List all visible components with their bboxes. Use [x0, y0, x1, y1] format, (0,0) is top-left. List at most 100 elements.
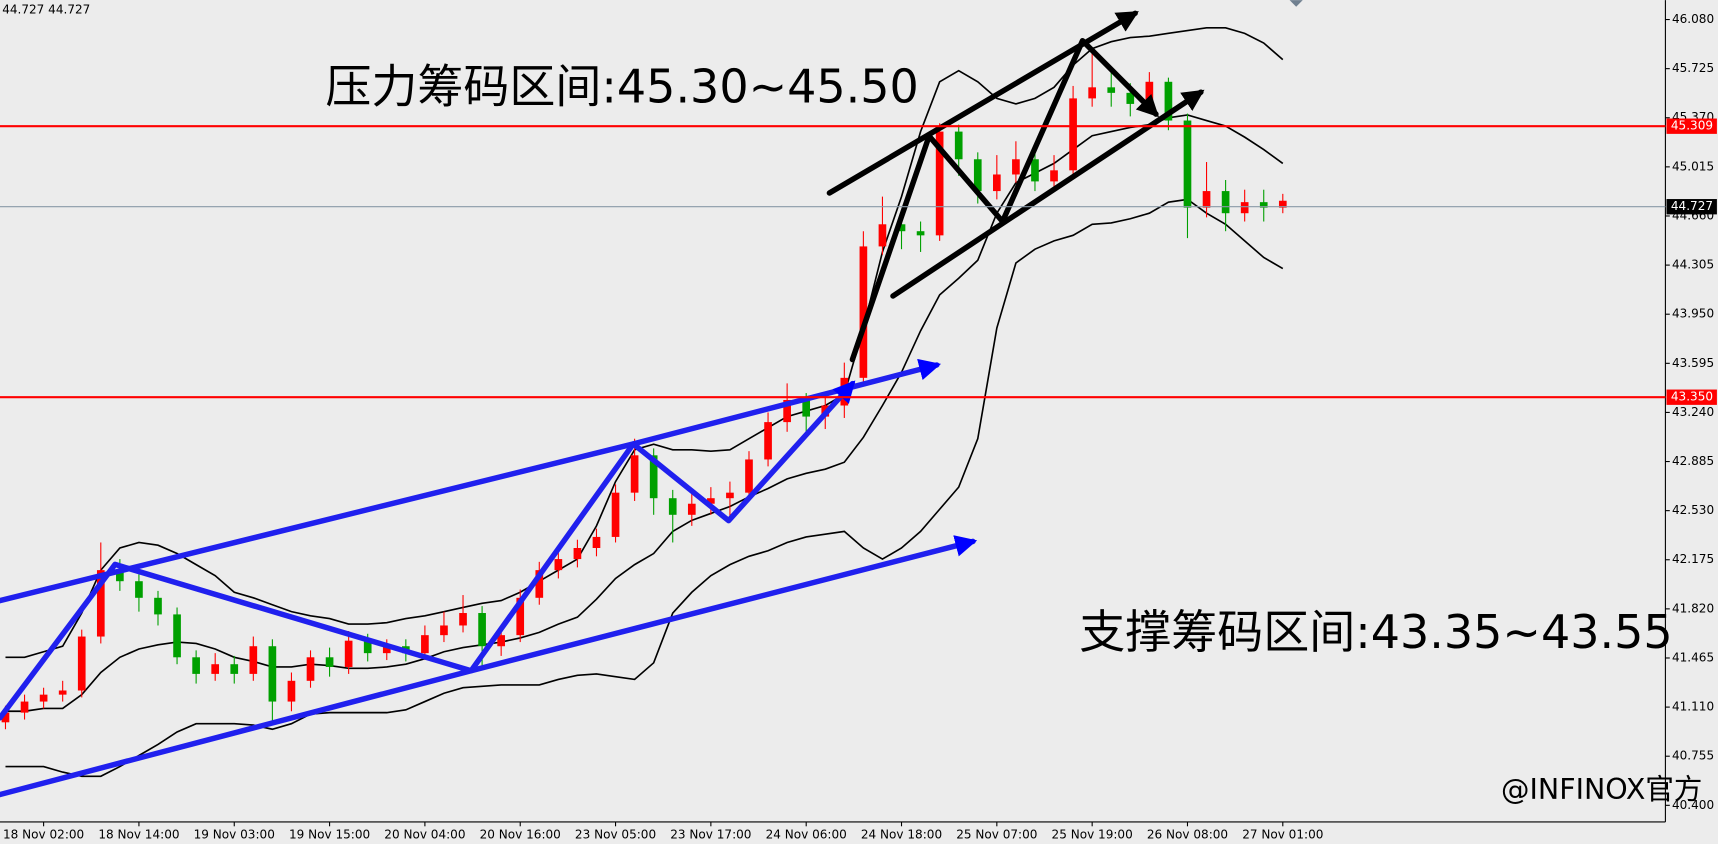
candle-body	[421, 635, 429, 654]
plot	[1, 27, 1287, 778]
candle-body	[116, 570, 124, 582]
candle-body	[859, 246, 868, 378]
candle-body	[1088, 87, 1096, 99]
y-tick-label: 46.080	[1672, 12, 1714, 26]
candle-body	[306, 657, 315, 681]
candle-body	[1107, 87, 1116, 93]
candle-body	[1, 712, 10, 723]
candle-body	[249, 646, 258, 674]
price-tag	[1666, 199, 1717, 215]
x-tick-label: 24 Nov 06:00	[766, 828, 847, 842]
candle-body	[878, 224, 887, 247]
candle-body	[1069, 98, 1077, 171]
candle-body	[1259, 202, 1268, 208]
x-tick-label: 24 Nov 18:00	[861, 828, 942, 842]
candle-body	[554, 559, 563, 571]
candle-body	[1031, 159, 1039, 182]
price-tag-label: 45.309	[1671, 119, 1713, 133]
x-tick-label: 19 Nov 15:00	[289, 828, 370, 842]
candle-body	[516, 597, 525, 636]
candle-body	[1145, 81, 1154, 104]
price-tag-label: 44.727	[1671, 199, 1713, 213]
candle-body	[1240, 202, 1249, 214]
candle-body	[459, 613, 467, 626]
candle-body	[363, 640, 372, 654]
y-tick-label: 40.755	[1672, 749, 1714, 763]
annotation: 压力筹码区间:45.30~45.50	[325, 60, 918, 114]
annotation: 支撑筹码区间:43.35~43.55	[1079, 605, 1672, 659]
y-tick-label: 45.015	[1672, 159, 1714, 173]
candle-body	[58, 690, 67, 695]
y-tick-label: 44.305	[1672, 258, 1714, 272]
x-tick-label: 18 Nov 02:00	[3, 828, 84, 842]
candle-body	[535, 570, 544, 598]
candle-body	[1221, 191, 1230, 214]
y-tick-label: 40.400	[1672, 798, 1714, 812]
y-tick-label: 41.820	[1672, 601, 1714, 615]
y-tick-label: 43.240	[1672, 405, 1714, 419]
candle-body	[611, 492, 620, 537]
x-tick-label: 27 Nov 01:00	[1242, 828, 1323, 842]
candle-body	[96, 570, 105, 637]
candle-body	[211, 664, 220, 674]
candle-body	[916, 231, 925, 236]
candle-body	[783, 399, 791, 423]
candle-body	[668, 498, 677, 515]
x-tick-label: 19 Nov 03:00	[194, 828, 275, 842]
x-tick-label: 23 Nov 05:00	[575, 828, 656, 842]
x-tick-label: 25 Nov 19:00	[1052, 828, 1133, 842]
x-tick-label: 26 Nov 08:00	[1147, 828, 1228, 842]
x-tick-label: 25 Nov 07:00	[956, 828, 1037, 842]
y-tick-label: 42.885	[1672, 454, 1714, 468]
candle-body	[935, 131, 944, 236]
candle-body	[1050, 170, 1058, 182]
candle-body	[1126, 92, 1135, 104]
candle-body	[630, 455, 639, 493]
trend-arrows	[0, 10, 1205, 798]
candle-body	[77, 636, 86, 691]
marker-triangle	[1289, 0, 1303, 7]
y-tick-label: 45.725	[1672, 61, 1714, 75]
candle-body	[344, 640, 353, 667]
candle-body	[573, 548, 582, 560]
candle-body	[478, 613, 486, 647]
candle-body	[382, 646, 391, 654]
y-tick-label: 42.175	[1672, 552, 1714, 566]
candle-body	[1278, 200, 1287, 208]
candle-body	[1183, 120, 1192, 208]
price-tag	[1666, 118, 1717, 134]
candle-body	[325, 657, 334, 667]
candle-body	[687, 503, 696, 515]
candle-body	[764, 422, 772, 460]
candle-body	[154, 597, 162, 615]
candle-body	[497, 635, 505, 647]
candle-body	[20, 701, 29, 713]
price-tag	[1666, 389, 1717, 405]
candle-body	[992, 174, 1001, 192]
candle-body	[39, 694, 48, 702]
candle-body	[649, 455, 658, 499]
watermark: @INFINOX官方	[1501, 773, 1702, 806]
y-tick-label: 41.465	[1672, 650, 1714, 664]
candle-body	[745, 459, 753, 493]
candle-body	[268, 646, 277, 702]
y-tick-label: 42.530	[1672, 503, 1714, 517]
x-tick-label: 23 Nov 17:00	[670, 828, 751, 842]
candle-body	[135, 581, 143, 598]
candle-body	[1012, 159, 1020, 175]
candle-body	[1164, 81, 1173, 121]
candle-body	[897, 224, 906, 232]
candle-body	[973, 159, 982, 192]
y-tick-label: 43.595	[1672, 356, 1714, 370]
x-tick-label: 20 Nov 16:00	[480, 828, 561, 842]
candle-body	[287, 680, 296, 702]
candle-body	[1202, 191, 1211, 208]
blue-zigzag	[0, 380, 856, 721]
bollinger-band	[5, 198, 1284, 778]
candle-body	[173, 614, 181, 658]
candle-body	[954, 131, 963, 160]
candle-body	[802, 399, 811, 417]
candle-body	[592, 536, 601, 549]
